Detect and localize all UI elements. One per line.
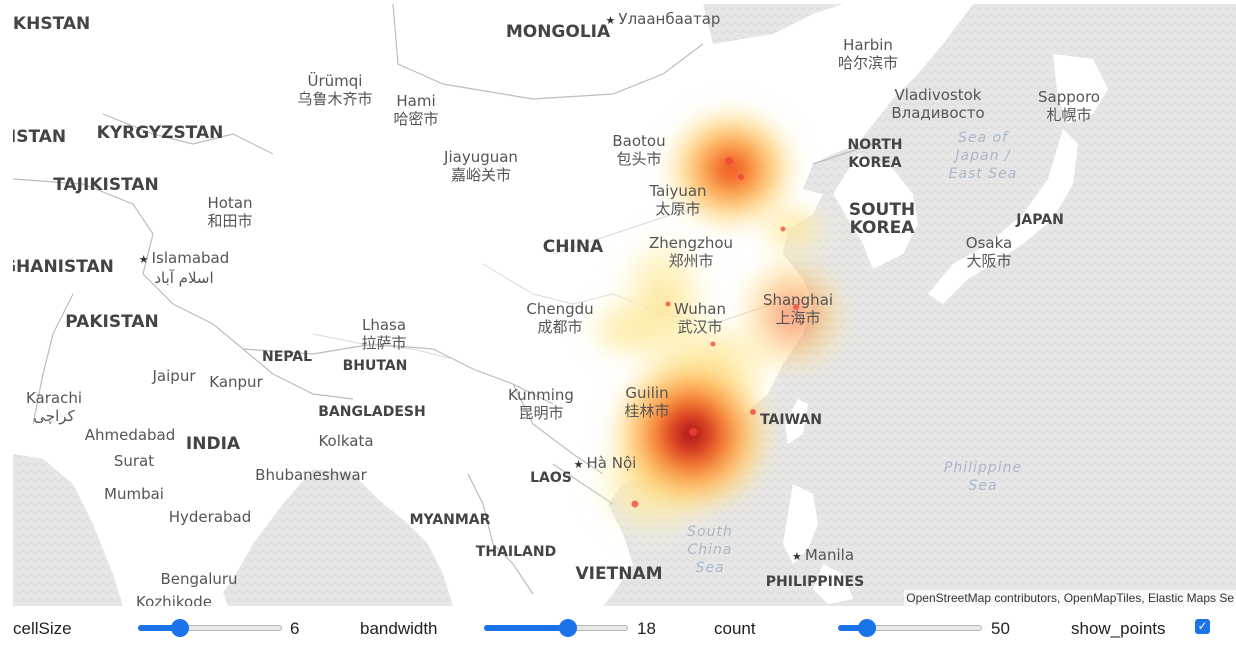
map-label-urumqi: Ürümqi 乌鲁木齐市 [297, 72, 373, 108]
map-label-osaka: Osaka 大阪市 [965, 234, 1013, 270]
cellsize-label: cellSize [13, 619, 72, 638]
map-label-south-korea: SOUTH KOREA [848, 200, 916, 238]
bandwidth-value: 18 [637, 619, 656, 638]
map-label-japan: JAPAN [1016, 212, 1064, 228]
cellsize-slider[interactable] [138, 619, 282, 637]
map-label-bhubaneswar: Bhubaneshwar [255, 466, 367, 484]
map-label-akhstan: AKHSTAN [13, 14, 91, 34]
map-label-mumbai: Mumbai [104, 485, 164, 503]
map-label-zhengzhou: Zhengzhou 郑州市 [648, 234, 734, 270]
map-label-tajikistan: TAJIKISTAN [53, 175, 159, 195]
cellsize-value: 6 [290, 619, 300, 638]
map-label-north-korea: NORTH KOREA [847, 137, 903, 171]
map-label-sea-of-japan: Sea of Japan / East Sea [948, 130, 1018, 182]
map-label-kozhikode: Kozhikode [136, 593, 212, 606]
map-label-sapporo: Sapporo 札幌市 [1038, 88, 1100, 124]
map-label-hanoi: Hà Nội [574, 454, 637, 474]
map-label-guilin: Guilin 桂林市 [624, 384, 670, 420]
map-label-taiyuan: Taiyuan 太原市 [649, 182, 707, 218]
map-basemap [13, 4, 1236, 606]
count-label: count [714, 619, 756, 638]
map-label-philippines: PHILIPPINES [765, 574, 865, 590]
map-label-vladivostok: Vladivostok Владивосто [891, 86, 985, 122]
map-label-jiayuguan: Jiayuguan 嘉峪关市 [444, 148, 518, 184]
map-label-ulaanbaatar: Улаанбаатар [606, 10, 721, 30]
map-attribution[interactable]: OpenStreetMap contributors, OpenMapTiles… [904, 590, 1236, 606]
cellsize-slider-thumb[interactable] [170, 619, 189, 637]
map-label-karachi: Karachi کراچی [25, 389, 83, 425]
map-label-kunming: Kunming 昆明市 [508, 386, 574, 422]
map-label-bangladesh: BANGLADESH [318, 404, 426, 420]
map-label-thailand: THAILAND [475, 544, 557, 560]
map-label-india: INDIA [185, 434, 241, 454]
map-label-istan: ISTAN [13, 127, 67, 147]
map-label-manila: Manila [792, 546, 854, 566]
map-label-laos: LAOS [530, 470, 572, 486]
bandwidth-slider-thumb[interactable] [558, 619, 577, 637]
map-label-nepal: NEPAL [261, 349, 313, 365]
count-slider-thumb[interactable] [857, 619, 876, 637]
map-label-china: CHINA [542, 237, 604, 257]
count-value: 50 [991, 619, 1010, 638]
map-label-philippine-sea: Philippine Sea [943, 460, 1023, 494]
map-label-pakistan: PAKISTAN [65, 312, 159, 332]
map-label-bhutan: BHUTAN [342, 358, 408, 374]
show-points-checkbox[interactable]: ✓ [1195, 619, 1210, 634]
data-points [631, 157, 799, 508]
map-label-ahmedabad: Ahmedabad [84, 426, 176, 444]
map-label-afghanistan: GHANISTAN [13, 257, 114, 277]
controls-panel: cellSize 6 bandwidth 18 count 50 show_po… [0, 606, 1236, 646]
map-label-south-china-sea: South China Sea [687, 524, 733, 576]
map-label-hami: Hami 哈密市 [393, 92, 439, 128]
bandwidth-label: bandwidth [360, 619, 438, 638]
map-label-taiwan: TAIWAN [760, 412, 822, 428]
map-label-surat: Surat [113, 452, 155, 470]
map-label-vietnam: VIETNAM [575, 564, 663, 584]
map-label-bengaluru: Bengaluru [160, 570, 238, 588]
map-label-kyrgyzstan: KYRGYZSTAN [96, 123, 224, 143]
map-label-myanmar: MYANMAR [409, 512, 491, 528]
map-label-wuhan: Wuhan 武汉市 [673, 300, 727, 336]
heatmap-layer [583, 104, 853, 544]
map-label-hotan: Hotan 和田市 [207, 194, 253, 230]
map-label-kanpur: Kanpur [209, 373, 263, 391]
map-label-chengdu: Chengdu 成都市 [526, 300, 594, 336]
map-label-kolkata: Kolkata [318, 432, 374, 450]
map-label-lhasa: Lhasa 拉萨市 [361, 316, 407, 352]
count-slider[interactable] [838, 619, 982, 637]
map-label-jaipur: Jaipur [152, 367, 196, 385]
map-label-shanghai: Shanghai 上海市 [762, 291, 834, 327]
bandwidth-slider[interactable] [484, 619, 628, 637]
map-label-harbin: Harbin 哈尔滨市 [837, 36, 899, 72]
map-label-baotou: Baotou 包头市 [612, 132, 666, 168]
map-label-hyderabad: Hyderabad [168, 508, 252, 526]
map-label-mongolia: MONGOLIA [505, 22, 611, 42]
show-points-label: show_points [1071, 619, 1166, 638]
